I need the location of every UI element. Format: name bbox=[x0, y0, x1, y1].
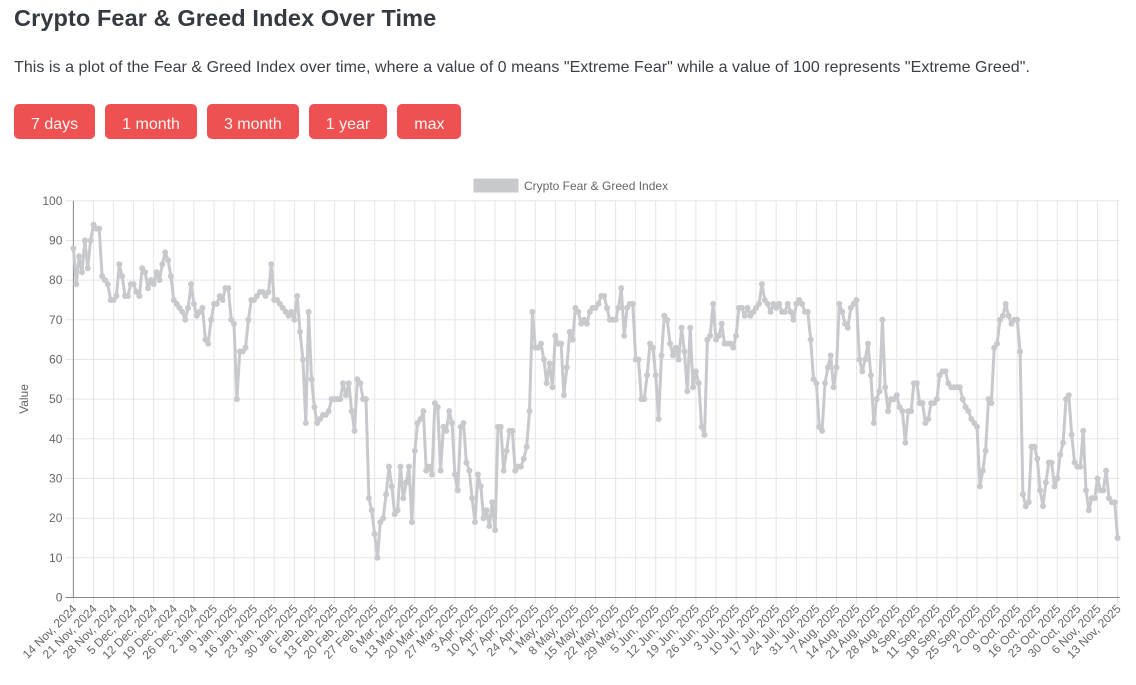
svg-text:100: 100 bbox=[42, 194, 62, 208]
svg-text:40: 40 bbox=[49, 432, 63, 446]
svg-text:20: 20 bbox=[49, 511, 63, 525]
svg-text:90: 90 bbox=[49, 234, 63, 248]
svg-text:80: 80 bbox=[49, 273, 63, 287]
svg-text:70: 70 bbox=[49, 313, 63, 327]
svg-text:Value: Value bbox=[17, 384, 31, 414]
svg-text:60: 60 bbox=[49, 353, 63, 367]
svg-text:30: 30 bbox=[49, 472, 63, 486]
svg-text:Crypto Fear & Greed Index: Crypto Fear & Greed Index bbox=[524, 179, 668, 193]
svg-text:0: 0 bbox=[56, 591, 63, 605]
svg-text:10: 10 bbox=[49, 551, 63, 565]
svg-text:50: 50 bbox=[49, 392, 63, 406]
